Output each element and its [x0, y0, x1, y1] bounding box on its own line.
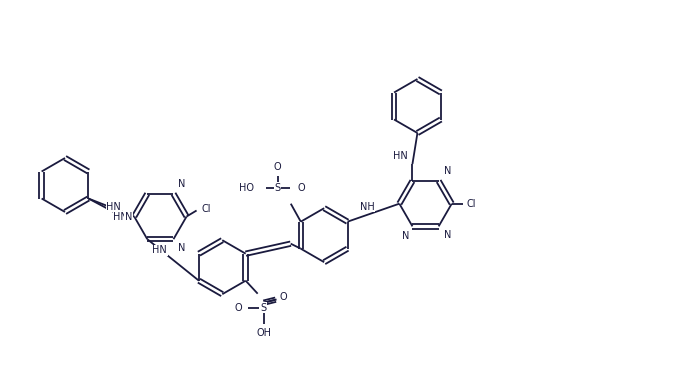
- Text: HN: HN: [106, 201, 121, 212]
- Text: HN: HN: [393, 151, 407, 161]
- Text: NH: NH: [359, 201, 374, 212]
- Text: O: O: [297, 183, 306, 193]
- Text: N: N: [178, 243, 186, 253]
- Text: HN: HN: [152, 245, 167, 255]
- Text: OH: OH: [256, 328, 271, 338]
- Text: N: N: [178, 179, 186, 189]
- Text: Cl: Cl: [467, 199, 476, 209]
- Text: N: N: [125, 212, 132, 221]
- Text: N: N: [444, 166, 451, 176]
- Text: HN: HN: [114, 212, 128, 221]
- Text: HO: HO: [239, 183, 254, 193]
- Text: N: N: [402, 231, 409, 241]
- Text: Cl: Cl: [202, 203, 211, 214]
- Text: O: O: [234, 303, 242, 313]
- Text: N: N: [444, 230, 451, 240]
- Text: O: O: [280, 292, 287, 302]
- Text: S: S: [275, 183, 281, 193]
- Text: O: O: [274, 162, 281, 172]
- Text: S: S: [260, 303, 267, 313]
